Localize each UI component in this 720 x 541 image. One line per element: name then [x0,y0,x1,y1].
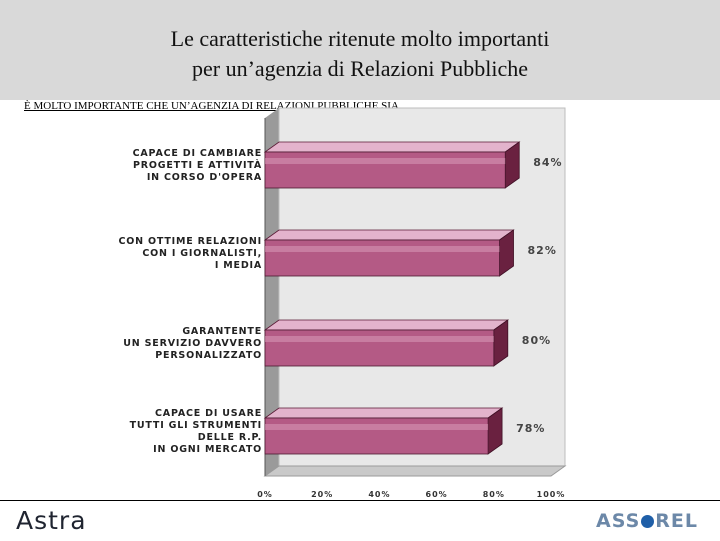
bar [264,417,489,455]
category-label-line: IN OGNI MERCATO [153,444,262,455]
category-label-line: TUTTI GLI STRUMENTI [130,420,262,431]
bar-top [263,319,510,331]
bar [264,239,500,277]
category-label-line: CAPACE DI CAMBIARE [133,148,262,159]
category-label-line: PROGETTI E ATTIVITÀ [133,159,262,171]
bar-top [263,229,515,241]
title-band [0,0,720,100]
bar-top [263,407,504,419]
x-tick-label: 100% [537,490,566,499]
category-label-line: DELLE R.P. [198,432,262,443]
bar-highlight [265,158,506,164]
assorel-logo-dot-icon [641,515,655,528]
category-label-line: CON OTTIME RELAZIONI [118,236,262,247]
bar-value-label: 82% [528,244,557,257]
bar-value-label: 78% [516,422,545,435]
bar-value-label: 84% [533,156,562,169]
x-tick-label: 60% [426,490,448,499]
x-tick-label: 20% [311,490,333,499]
x-tick-label: 0% [257,490,273,499]
x-tick-label: 40% [368,490,390,499]
chart-title-line-1: Le caratteristiche ritenute molto import… [170,26,550,51]
category-label-line: CAPACE DI USARE [155,408,262,419]
bar-highlight [265,246,500,252]
bar-top [263,141,521,153]
bar-highlight [265,336,494,342]
x-tick-label: 80% [483,490,505,499]
category-label-line: CON I GIORNALISTI, [142,248,262,259]
assorel-logo-part-1: ASS [596,510,641,532]
astra-logo: Astra [16,506,87,535]
chart-title-line-2: per un’agenzia di Relazioni Pubbliche [192,56,528,81]
bar-chart: 0% 20% 40% 60% 80% 100%84%CAPACE DI CAMBIAREP… [118,107,567,499]
footer [0,500,720,541]
assorel-logo: ASS REL [596,510,698,532]
bar [264,329,495,367]
bar-value-label: 80% [522,334,551,347]
category-label-line: GARANTENTE [182,326,262,337]
assorel-logo-part-2: REL [655,510,698,532]
bar-highlight [265,424,489,430]
category-label-line: IN CORSO D'OPERA [147,172,262,183]
category-label-line: UN SERVIZIO DAVVERO [123,338,262,349]
chart-floor [263,465,567,477]
category-label-line: PERSONALIZZATO [155,350,262,361]
bar [264,151,506,189]
category-label-line: I MEDIA [215,260,262,271]
chart-wall-side [265,108,279,476]
